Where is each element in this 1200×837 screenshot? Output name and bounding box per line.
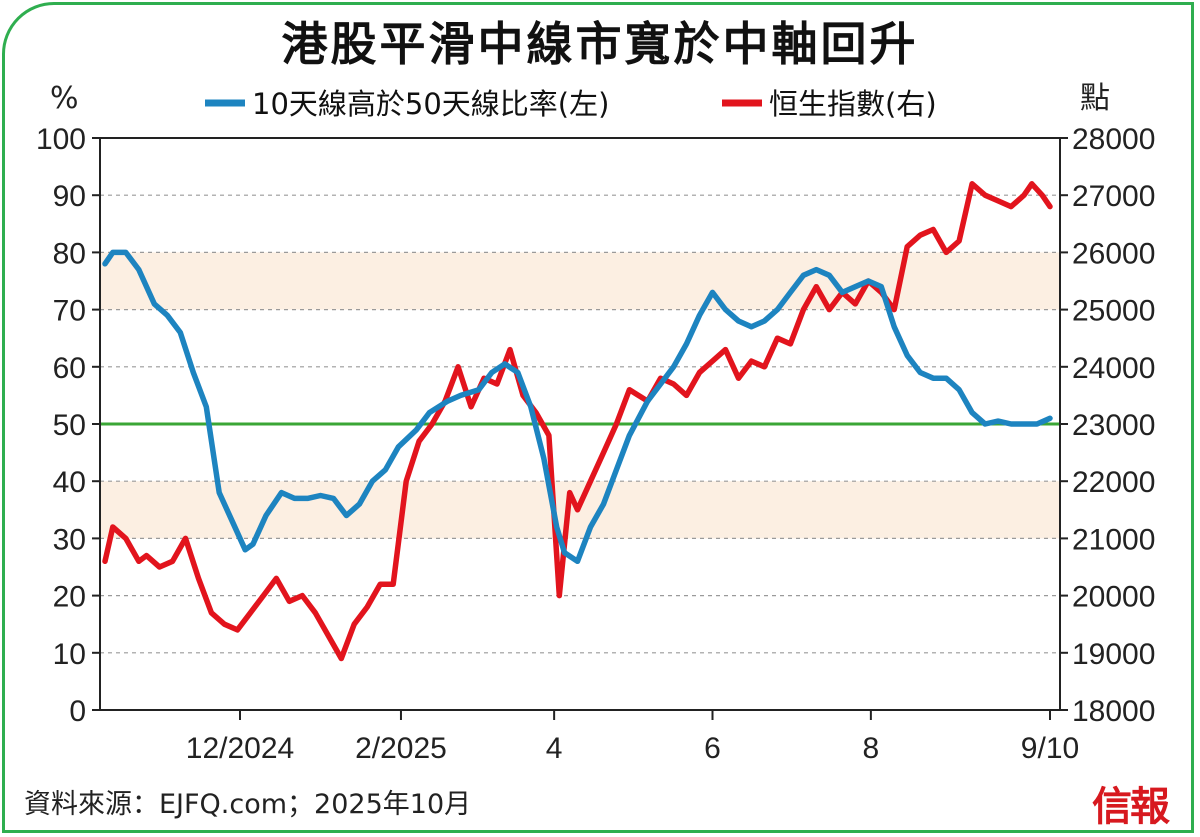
series-layer [102,181,1053,662]
chart-title: 港股平滑中線市寬於中軸回升 [281,17,919,71]
left-tick-label: 20 [53,581,86,614]
right-tick-label: 24000 [1072,352,1155,385]
x-tick-label: 4 [546,732,563,765]
source-note: 資料來源：EJFQ.com；2025年10月 [24,789,472,820]
right-tick-label: 25000 [1072,295,1155,328]
right-tick-label: 28000 [1072,123,1155,156]
left-tick-label: 50 [53,409,86,442]
right-tick-label: 27000 [1072,180,1155,213]
left-tick-label: 70 [53,295,86,328]
legend-label-hsi: 恒生指數(右) [769,87,937,121]
right-axis: 18000 19000 20000 21000 22000 23000 24000 25000… [1060,123,1155,728]
left-tick-label: 40 [53,466,86,499]
x-tick-label: 12/2024 [186,732,294,765]
publisher-logo: 信報 [1092,783,1170,830]
right-axis-unit: 點 [1080,81,1110,116]
left-tick-label: 10 [53,638,86,671]
right-tick-label: 22000 [1072,466,1155,499]
right-tick-label: 26000 [1072,237,1155,270]
right-tick-label: 21000 [1072,523,1155,556]
left-tick-label: 80 [53,237,86,270]
right-tick-label: 18000 [1072,695,1155,728]
right-tick-label: 19000 [1072,638,1155,671]
series-line-breadth [102,249,1053,565]
legend-label-breadth: 10天線高於50天線比率(左) [252,87,609,121]
x-tick-label: 2/2025 [355,732,447,765]
series-line-hsi [102,181,1053,662]
x-tick-label: 9/10 [1021,732,1079,765]
legend: 10天線高於50天線比率(左) 恒生指數(右) [205,87,937,121]
left-tick-label: 30 [53,523,86,556]
left-tick-label: 0 [69,695,86,728]
x-tick-label: 8 [863,732,880,765]
left-tick-label: 90 [53,180,86,213]
shaded-band-1 [100,252,1060,310]
left-tick-label: 100 [36,123,86,156]
gridlines [100,194,1060,654]
right-tick-label: 23000 [1072,409,1155,442]
left-axis: 0 10 20 30 40 50 60 70 80 90 100 [36,123,100,728]
x-axis: 12/2024 2/2025 4 6 8 9/10 [186,710,1079,765]
x-tick-label: 6 [704,732,721,765]
left-tick-label: 60 [53,352,86,385]
shaded-bands [100,252,1060,539]
right-tick-label: 20000 [1072,581,1155,614]
left-axis-unit: % [50,81,79,116]
